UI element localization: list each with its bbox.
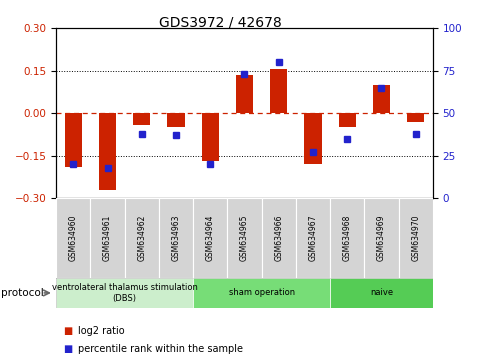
Text: percentile rank within the sample: percentile rank within the sample — [78, 344, 243, 354]
Text: GSM634967: GSM634967 — [308, 215, 317, 261]
Bar — [269, 69, 286, 113]
Text: GSM634963: GSM634963 — [171, 215, 180, 261]
Bar — [398, 198, 432, 278]
Bar — [406, 113, 423, 122]
Bar — [193, 278, 329, 308]
Text: naive: naive — [369, 289, 392, 297]
Bar — [90, 198, 124, 278]
Bar — [261, 198, 295, 278]
Bar — [338, 113, 355, 127]
Bar — [201, 113, 218, 161]
Bar — [193, 198, 227, 278]
Bar — [133, 113, 150, 125]
Text: GSM634962: GSM634962 — [137, 215, 146, 261]
Bar — [124, 198, 159, 278]
Bar — [372, 85, 389, 113]
Bar — [304, 113, 321, 164]
Text: GSM634968: GSM634968 — [342, 215, 351, 261]
Text: log2 ratio: log2 ratio — [78, 326, 124, 336]
Bar — [159, 198, 193, 278]
Bar — [329, 278, 432, 308]
Bar — [295, 198, 329, 278]
Bar — [235, 75, 253, 113]
Bar — [329, 198, 364, 278]
Text: GSM634970: GSM634970 — [410, 215, 419, 261]
Text: ventrolateral thalamus stimulation
(DBS): ventrolateral thalamus stimulation (DBS) — [52, 283, 197, 303]
Text: GSM634969: GSM634969 — [376, 215, 385, 261]
Text: GSM634961: GSM634961 — [103, 215, 112, 261]
Text: GSM634966: GSM634966 — [274, 215, 283, 261]
Text: protocol: protocol — [1, 288, 43, 298]
Bar — [364, 198, 398, 278]
Text: ■: ■ — [63, 326, 73, 336]
Bar — [56, 198, 90, 278]
Text: GSM634964: GSM634964 — [205, 215, 214, 261]
Text: GSM634960: GSM634960 — [69, 215, 78, 261]
Bar — [227, 198, 261, 278]
Bar — [64, 113, 81, 167]
Text: GSM634965: GSM634965 — [240, 215, 248, 261]
Text: sham operation: sham operation — [228, 289, 294, 297]
Bar — [56, 278, 193, 308]
Text: ■: ■ — [63, 344, 73, 354]
Bar — [99, 113, 116, 190]
Text: GDS3972 / 42678: GDS3972 / 42678 — [158, 16, 281, 30]
Bar — [167, 113, 184, 127]
